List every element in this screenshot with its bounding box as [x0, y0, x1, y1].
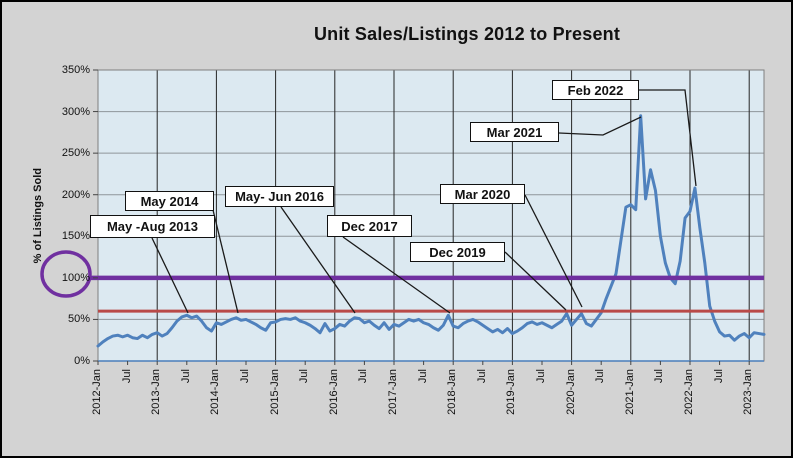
x-tick-label-wrap: 2015-Jan	[269, 365, 283, 425]
leader-line	[558, 116, 642, 136]
y-axis-title: % of Listings Sold	[32, 164, 46, 264]
annotation-box-mar-2021: Mar 2021	[470, 122, 559, 142]
y-tick-label: 200%	[61, 188, 90, 201]
x-tick-label: Jul	[120, 369, 133, 384]
x-tick-label-wrap: Jul	[476, 365, 490, 425]
x-tick-label-wrap: 2020-Jan	[565, 365, 579, 425]
x-tick-label: Jul	[298, 369, 311, 384]
x-tick-label: 2014-Jan	[209, 369, 222, 415]
x-tick-label-wrap: 2019-Jan	[505, 365, 519, 425]
x-tick-label-wrap: Jul	[594, 365, 608, 425]
x-tick-label: 2023-Jan	[742, 369, 755, 415]
leader-line	[524, 194, 583, 308]
x-tick-label-wrap: Jul	[713, 365, 727, 425]
x-tick-label: 2012-Jan	[91, 369, 103, 415]
leader-line	[639, 89, 697, 187]
x-tick-label-wrap: 2023-Jan	[742, 365, 756, 425]
x-tick-label: 2019-Jan	[505, 369, 518, 415]
y-tick-label: 0%	[74, 355, 90, 367]
x-tick-label: 2016-Jan	[327, 369, 340, 415]
x-tick-label-wrap: 2014-Jan	[209, 365, 223, 425]
y-tick-label: 250%	[61, 147, 90, 160]
y-tick-label: 350%	[61, 64, 90, 76]
x-tick-label-wrap: Jul	[298, 365, 312, 425]
x-tick-label: Jul	[239, 369, 251, 384]
x-tick-label-wrap: 2021-Jan	[624, 365, 638, 425]
annotation-box-may-2014: May 2014	[125, 191, 214, 211]
x-tick-label-wrap: Jul	[535, 365, 549, 425]
chart-title: Unit Sales/Listings 2012 to Present	[313, 24, 621, 44]
x-tick-label-wrap: Jul	[653, 365, 667, 425]
leader-line	[212, 209, 239, 314]
x-tick-label: Jul	[594, 369, 607, 384]
x-tick-label-wrap: 2016-Jan	[328, 365, 342, 425]
highlight-ellipse	[40, 250, 92, 298]
x-tick-label: Jul	[712, 369, 725, 384]
x-tick-label-wrap: Jul	[121, 365, 135, 425]
x-tick-label: Jul	[475, 369, 488, 384]
y-tick-label: 50%	[67, 313, 90, 326]
x-tick-label: 2015-Jan	[268, 369, 281, 415]
leader-line	[280, 206, 356, 314]
x-tick-label: 2020-Jan	[564, 369, 577, 415]
leader-line	[342, 236, 451, 314]
x-tick-label: 2013-Jan	[150, 369, 163, 415]
annotation-box-dec-2017: Dec 2017	[327, 215, 412, 237]
x-tick-label-wrap: 2018-Jan	[446, 365, 460, 425]
x-tick-label: 2022-Jan	[683, 369, 695, 415]
annotation-box-mar-2020: Mar 2020	[440, 184, 525, 204]
x-tick-label-wrap: 2012-Jan	[91, 365, 105, 425]
x-tick-label-wrap: Jul	[239, 365, 253, 425]
x-tick-label: Jul	[535, 369, 547, 384]
x-tick-label: 2018-Jan	[446, 369, 459, 415]
x-tick-label: Jul	[416, 369, 429, 384]
sales-listings-line	[96, 114, 766, 348]
leader-line	[151, 237, 189, 314]
annotation-box-may-jun-2016: May- Jun 2016	[225, 186, 334, 207]
x-tick-label: 2021-Jan	[623, 369, 636, 415]
x-tick-label-wrap: Jul	[417, 365, 431, 425]
leader-line	[504, 251, 567, 311]
y-tick-label: 100%	[61, 271, 90, 284]
x-tick-label-wrap: Jul	[180, 365, 194, 425]
annotation-box-feb-2022: Feb 2022	[552, 80, 639, 100]
x-tick-label: 2017-Jan	[387, 369, 399, 415]
x-tick-label: Jul	[179, 369, 192, 384]
x-tick-label-wrap: 2013-Jan	[150, 365, 164, 425]
annotation-box-dec-2019: Dec 2019	[410, 242, 505, 262]
x-tick-label-wrap: Jul	[357, 365, 371, 425]
y-tick-label: 300%	[61, 105, 90, 118]
x-tick-label-wrap: 2022-Jan	[683, 365, 697, 425]
x-tick-label-wrap: 2017-Jan	[387, 365, 401, 425]
x-tick-label: Jul	[357, 369, 370, 384]
y-axis-title-text: % of Listings Sold	[32, 168, 44, 264]
y-tick-label: 150%	[61, 230, 90, 243]
annotation-box-may-aug-2013: May -Aug 2013	[90, 215, 215, 238]
x-tick-label: Jul	[653, 369, 666, 384]
